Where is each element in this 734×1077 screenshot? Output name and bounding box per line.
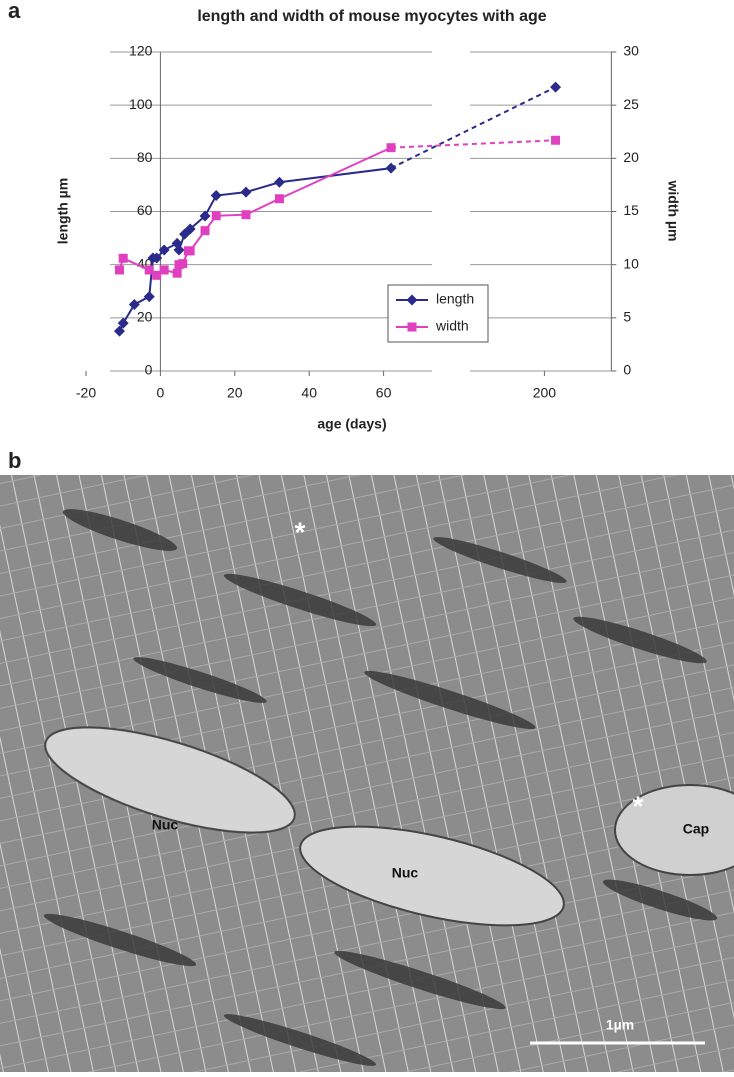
data-point xyxy=(386,143,396,153)
data-point xyxy=(113,325,125,337)
series-line-dashed xyxy=(390,139,556,149)
micrograph-labels: * * Nuc Nuc Cap 1µm xyxy=(152,516,709,1032)
y2-tick-label: 0 xyxy=(623,362,631,378)
micrograph-label: * xyxy=(633,790,644,821)
legend-box xyxy=(387,284,489,343)
mitochondria xyxy=(43,509,718,1066)
chart-title: length and width of mouse myocytes with … xyxy=(197,8,546,25)
data-point xyxy=(199,210,211,222)
x-tick-label: 20 xyxy=(227,385,243,401)
micrograph-label: Cap xyxy=(683,821,709,837)
data-point xyxy=(385,162,397,174)
data-point xyxy=(118,253,128,263)
data-point xyxy=(144,265,154,275)
data-point xyxy=(172,268,182,278)
legend-marker xyxy=(406,294,418,306)
micrograph-label: Nuc xyxy=(392,865,419,881)
data-point xyxy=(151,252,163,264)
y2-tick-label: 15 xyxy=(623,202,639,218)
micrograph-label: Nuc xyxy=(152,817,179,833)
x-tick-label: 40 xyxy=(301,385,317,401)
x-tick-label: 0 xyxy=(157,385,165,401)
panel-label: a xyxy=(8,0,21,23)
data-point xyxy=(273,176,285,188)
data-point xyxy=(274,194,284,204)
y2-tick-label: 20 xyxy=(623,149,639,165)
data-point xyxy=(241,210,251,220)
y-axis-label: length µm xyxy=(55,178,71,244)
data-point xyxy=(152,270,162,280)
data-point xyxy=(114,265,124,275)
y-tick-label: 80 xyxy=(137,149,153,165)
legend-marker xyxy=(407,322,417,332)
data-point xyxy=(211,211,221,221)
micrograph xyxy=(0,475,734,1072)
data-point xyxy=(173,244,185,256)
y2-axis-label: width µm xyxy=(665,180,681,242)
data-point xyxy=(159,265,169,275)
y-tick-label: 20 xyxy=(137,309,153,325)
panel-label: b xyxy=(8,448,21,473)
x-tick-label: 200 xyxy=(533,385,557,401)
data-point xyxy=(550,81,562,93)
data-point xyxy=(158,244,170,256)
x-tick-label: -20 xyxy=(76,385,96,401)
data-point xyxy=(178,259,188,269)
data-point xyxy=(185,246,195,256)
data-point xyxy=(240,186,252,198)
y-tick-label: 0 xyxy=(145,362,153,378)
legend-label: length xyxy=(436,291,474,307)
series-line-dashed xyxy=(390,86,557,170)
y-tick-label: 60 xyxy=(137,202,153,218)
y-tick-label: 100 xyxy=(129,96,153,112)
x-axis-label: age (days) xyxy=(317,416,386,432)
y2-tick-label: 5 xyxy=(623,309,631,325)
x-tick-label: 60 xyxy=(376,385,392,401)
y-tick-label: 120 xyxy=(129,43,153,59)
data-point xyxy=(551,135,561,145)
y2-tick-label: 10 xyxy=(623,255,639,271)
data-point xyxy=(117,317,129,329)
micrograph-label: * xyxy=(295,516,306,547)
data-point xyxy=(143,291,155,303)
y2-tick-label: 30 xyxy=(623,43,639,59)
data-point xyxy=(210,190,222,202)
legend-label: width xyxy=(435,318,469,334)
micrograph-label: 1µm xyxy=(606,1017,634,1033)
y2-tick-label: 25 xyxy=(623,96,639,112)
data-point xyxy=(200,226,210,236)
data-point xyxy=(128,299,140,311)
data-point xyxy=(184,223,196,235)
